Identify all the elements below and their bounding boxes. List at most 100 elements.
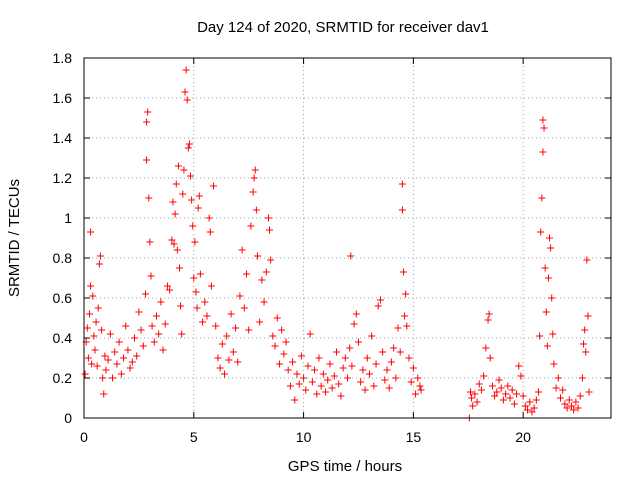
data-point [266, 226, 274, 234]
data-point [234, 358, 242, 366]
data-point [131, 334, 139, 342]
data-point [561, 400, 569, 408]
data-point [392, 374, 400, 382]
chart-title: Day 124 of 2020, SRMTID for receiver dav… [197, 19, 489, 36]
data-point [311, 366, 319, 374]
data-point [253, 252, 261, 260]
data-point [172, 180, 180, 188]
data-point [559, 386, 567, 394]
data-point [126, 364, 134, 372]
data-point [205, 214, 213, 222]
data-point [401, 312, 409, 320]
data-point [195, 192, 203, 200]
data-point [502, 390, 510, 398]
data-point [206, 228, 214, 236]
data-point [185, 140, 193, 148]
data-point [90, 332, 98, 340]
data-point [304, 362, 312, 370]
data-point [477, 386, 485, 394]
data-point [247, 222, 255, 230]
data-point [245, 326, 253, 334]
data-point [405, 354, 413, 362]
data-point [582, 348, 590, 356]
data-point [515, 362, 523, 370]
data-point [155, 330, 163, 338]
data-point [504, 382, 512, 390]
data-point [398, 180, 406, 188]
data-point [269, 332, 277, 340]
x-tick-label: 0 [80, 429, 88, 445]
data-point [159, 346, 167, 354]
data-point [122, 322, 130, 330]
data-point [394, 324, 402, 332]
data-point [124, 346, 132, 354]
data-point [249, 188, 257, 196]
data-point [282, 338, 290, 346]
data-point [102, 366, 110, 374]
data-point [106, 330, 114, 338]
data-point [191, 238, 199, 246]
data-point [295, 380, 303, 388]
x-tick-label: 20 [515, 429, 531, 445]
data-point [486, 354, 494, 362]
data-point [100, 390, 108, 398]
data-point [370, 382, 378, 390]
data-point [89, 292, 97, 300]
data-point [538, 194, 546, 202]
plot-frame [83, 57, 612, 419]
data-point [387, 358, 395, 366]
y-tick-label: 1.4 [53, 130, 73, 146]
data-point [471, 390, 479, 398]
data-point [101, 352, 109, 360]
data-point [542, 308, 550, 316]
data-point [150, 338, 158, 346]
data-point [95, 260, 103, 268]
data-point [497, 384, 505, 392]
data-point [574, 404, 582, 412]
data-point [216, 364, 224, 372]
x-axis-label: GPS time / hours [288, 458, 402, 475]
data-point [549, 330, 557, 338]
data-point [550, 360, 558, 368]
data-point [201, 298, 209, 306]
data-point [324, 376, 332, 384]
data-point [526, 398, 534, 406]
data-point [273, 314, 281, 322]
data-point [308, 378, 316, 386]
data-points [81, 66, 593, 422]
data-point [250, 174, 258, 182]
data-point [326, 360, 334, 368]
data-point [111, 348, 119, 356]
data-point [221, 370, 229, 378]
data-point [335, 380, 343, 388]
data-point [293, 370, 301, 378]
data-point [488, 382, 496, 390]
data-point [180, 166, 188, 174]
data-point [352, 310, 360, 318]
data-point [322, 388, 330, 396]
y-tick-label: 0 [64, 410, 72, 426]
data-point [546, 234, 554, 242]
y-tick-labels: 0 0.2 0.4 0.6 0.8 1 1.2 1.4 1.6 1.8 [53, 50, 73, 426]
data-point [137, 326, 145, 334]
data-point [133, 352, 141, 360]
data-point [517, 372, 525, 380]
data-point [491, 392, 499, 400]
axis-ticks [83, 57, 611, 419]
data-point [300, 374, 308, 382]
data-point [256, 318, 264, 326]
data-point [214, 354, 222, 362]
data-point [567, 402, 575, 410]
data-point [328, 384, 336, 392]
data-point [139, 342, 147, 350]
data-point [333, 348, 341, 356]
data-point [541, 264, 549, 272]
data-point [280, 350, 288, 358]
data-point [182, 66, 190, 74]
data-point [337, 392, 345, 400]
data-point [189, 222, 197, 230]
data-point [537, 228, 545, 236]
data-point [585, 388, 593, 396]
data-point [84, 354, 92, 362]
